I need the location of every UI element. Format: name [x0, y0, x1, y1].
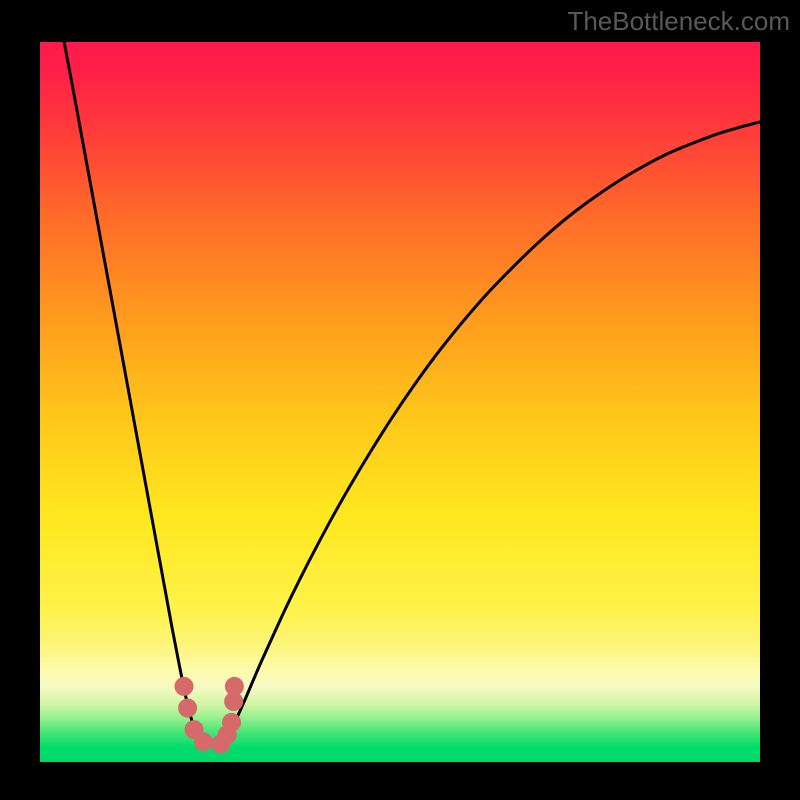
marker-point: [175, 677, 193, 695]
marker-point: [179, 699, 197, 717]
marker-point: [194, 733, 212, 751]
curve-left: [64, 42, 204, 743]
marker-point: [225, 677, 243, 695]
watermark-text: TheBottleneck.com: [567, 6, 790, 37]
marker-point: [223, 713, 241, 731]
curve-layer: [40, 42, 760, 762]
plot-area: [40, 42, 760, 762]
curve-right: [221, 122, 760, 744]
